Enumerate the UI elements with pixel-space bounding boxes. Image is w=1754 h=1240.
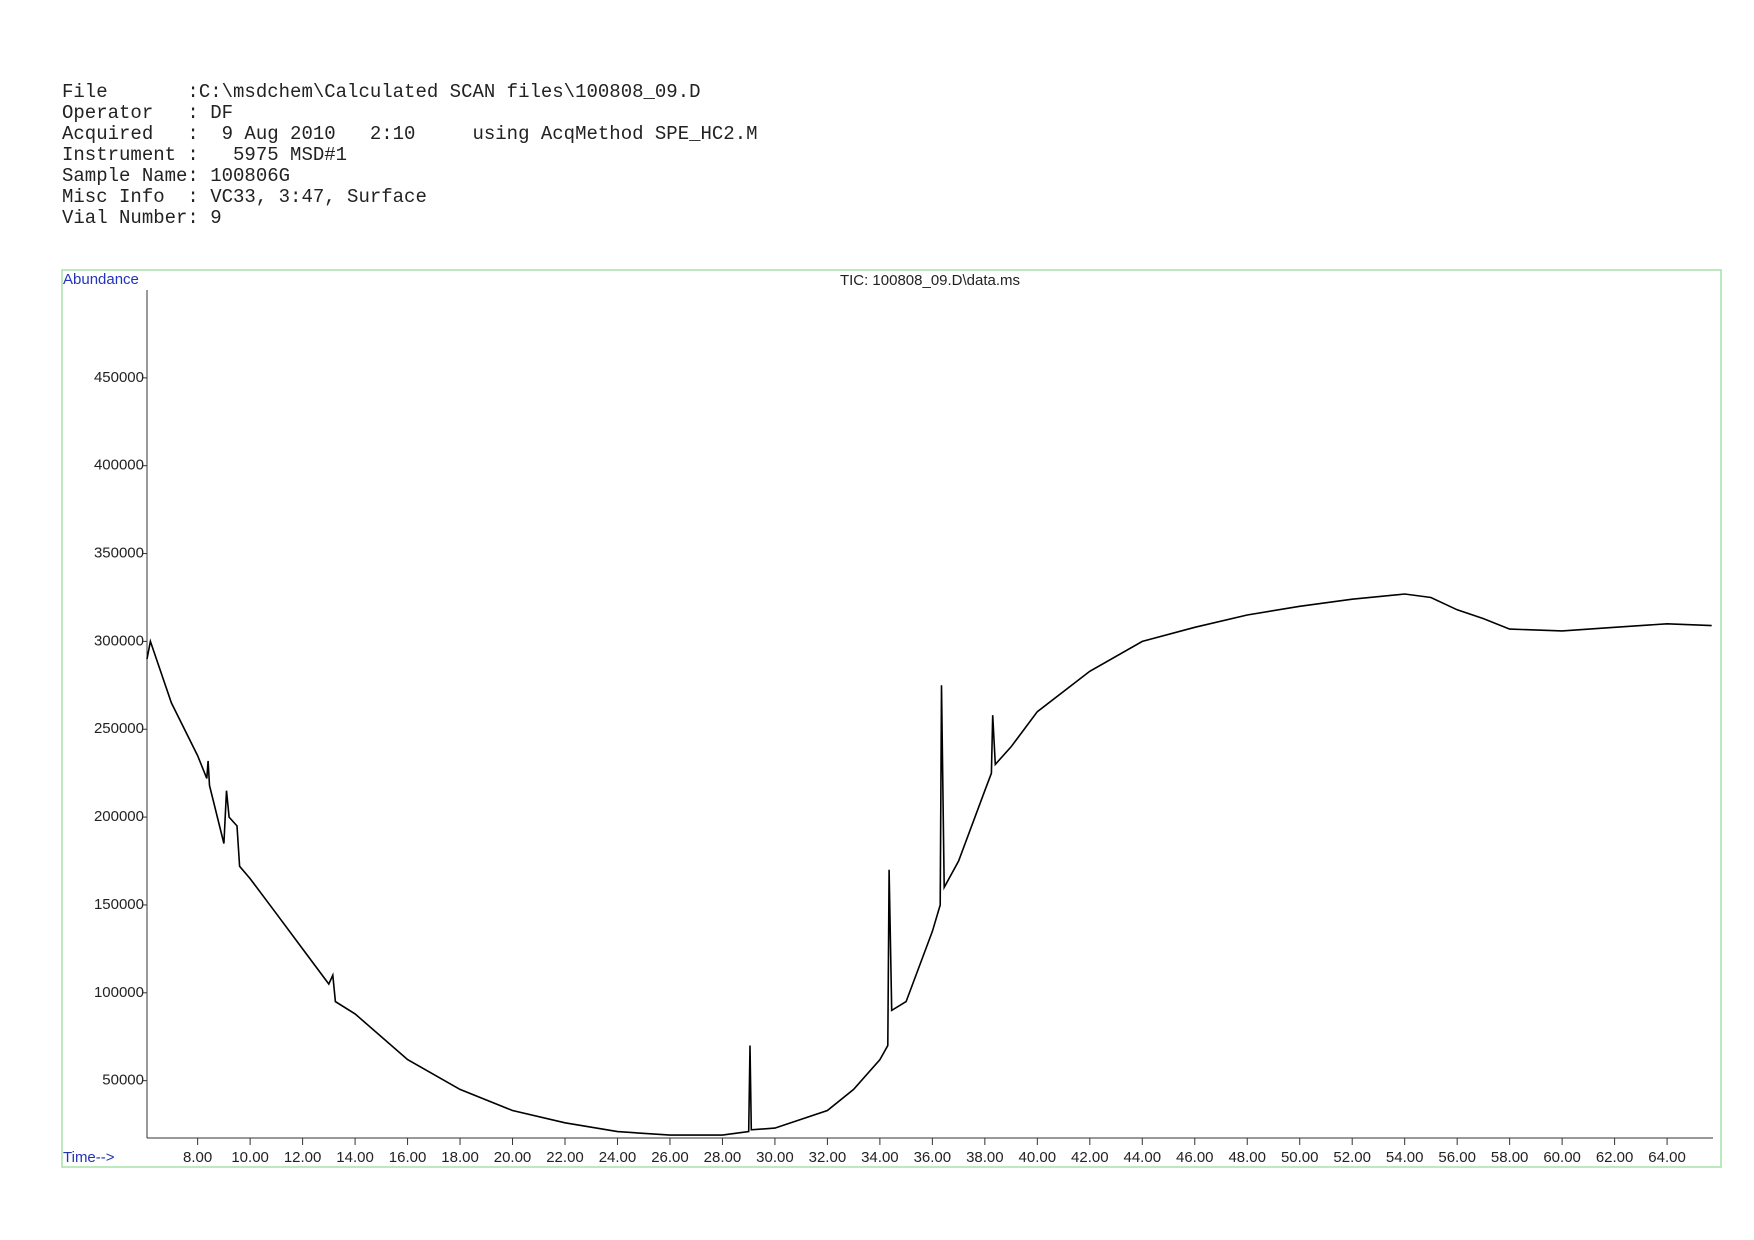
x-tick-label: 30.00 — [756, 1149, 794, 1166]
x-axis-label: Time--> — [63, 1149, 115, 1166]
y-tick-label: 100000 — [94, 984, 144, 1001]
x-tick-label: 32.00 — [809, 1149, 847, 1166]
plot-frame — [61, 269, 1722, 1168]
x-tick-label: 54.00 — [1386, 1149, 1424, 1166]
x-tick-label: 10.00 — [231, 1149, 269, 1166]
x-tick-label: 48.00 — [1228, 1149, 1266, 1166]
x-tick-label: 34.00 — [861, 1149, 899, 1166]
tic-trace — [146, 593, 1712, 1136]
x-tick-label: 22.00 — [546, 1149, 584, 1166]
info-line: Instrument : 5975 MSD#1 — [62, 144, 348, 166]
x-tick-label: 14.00 — [336, 1149, 374, 1166]
y-tick-label: 200000 — [94, 808, 144, 825]
x-tick-label: 42.00 — [1071, 1149, 1109, 1166]
x-tick-label: 16.00 — [389, 1149, 427, 1166]
y-tick-label: 150000 — [94, 896, 144, 913]
x-tick-label: 58.00 — [1491, 1149, 1529, 1166]
x-tick-label: 50.00 — [1281, 1149, 1319, 1166]
info-line: Acquired : 9 Aug 2010 2:10 using AcqMeth… — [62, 123, 758, 145]
info-line: Sample Name: 100806G — [62, 165, 291, 187]
x-tick-label: 52.00 — [1333, 1149, 1371, 1166]
y-tick-label: 400000 — [94, 457, 144, 474]
x-tick-label: 20.00 — [494, 1149, 532, 1166]
chart-title: TIC: 100808_09.D\data.ms — [840, 272, 1020, 289]
x-tick-label: 40.00 — [1019, 1149, 1057, 1166]
info-line: File :C:\msdchem\Calculated SCAN files\1… — [62, 81, 701, 103]
x-tick-label: 24.00 — [599, 1149, 637, 1166]
y-tick-label: 450000 — [94, 369, 144, 386]
x-tick-label: 46.00 — [1176, 1149, 1214, 1166]
y-tick-label: 350000 — [94, 545, 144, 562]
x-tick-label: 56.00 — [1438, 1149, 1476, 1166]
x-tick-label: 44.00 — [1124, 1149, 1162, 1166]
x-tick-label: 64.00 — [1648, 1149, 1686, 1166]
info-line: Misc Info : VC33, 3:47, Surface — [62, 186, 427, 208]
x-tick-label: 60.00 — [1543, 1149, 1581, 1166]
x-tick-label: 26.00 — [651, 1149, 689, 1166]
y-tick-label: 300000 — [94, 632, 144, 649]
info-line: Operator : DF — [62, 102, 234, 124]
info-line: Vial Number: 9 — [62, 207, 222, 229]
y-tick-label: 250000 — [94, 720, 144, 737]
x-tick-label: 18.00 — [441, 1149, 479, 1166]
x-tick-label: 62.00 — [1596, 1149, 1634, 1166]
x-tick-label: 28.00 — [704, 1149, 742, 1166]
x-tick-label: 36.00 — [914, 1149, 952, 1166]
y-tick-label: 50000 — [102, 1072, 144, 1089]
x-tick-label: 12.00 — [284, 1149, 322, 1166]
y-axis-label: Abundance — [63, 271, 139, 288]
x-tick-label: 38.00 — [966, 1149, 1004, 1166]
file-info: File :C:\msdchem\Calculated SCAN files\1… — [62, 82, 758, 229]
x-tick-label: 8.00 — [183, 1149, 212, 1166]
